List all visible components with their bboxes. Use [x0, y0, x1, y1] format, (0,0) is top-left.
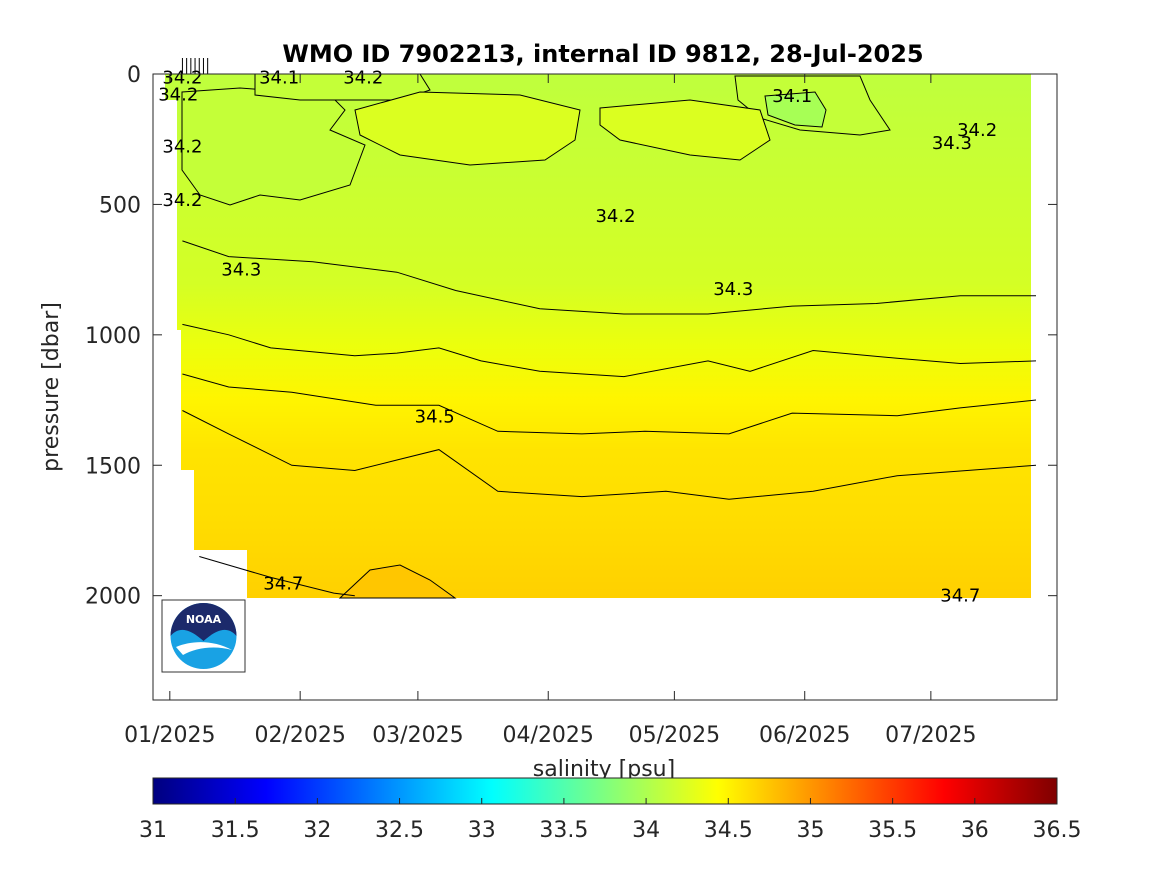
- colorbar-tick-label: 31: [139, 818, 167, 843]
- mid-salinity-patch-2: [599, 99, 771, 161]
- y-axis-ticks: 0 500 1000 1500 2000: [85, 63, 1057, 610]
- contour-labels: 34.234.234.1 34.234.134.234.334.234.234.2…: [158, 68, 997, 607]
- mid-salinity-patch: [354, 91, 581, 166]
- colorbar-tick-label: 32: [303, 818, 331, 843]
- contour-lines: [182, 240, 1037, 597]
- lowest-salinity-patch-right: [764, 91, 827, 128]
- y-tick-label: 0: [127, 63, 141, 88]
- contour-line-34-4: [182, 323, 1037, 378]
- x-tick-label: 06/2025: [759, 723, 850, 748]
- colorbar-tick-label: 33: [468, 818, 496, 843]
- contour-label: 34.2: [162, 137, 202, 158]
- colorbar-tick-label: 35.5: [868, 818, 917, 843]
- contour-label: 34.2: [343, 68, 383, 89]
- contour-label: 34.1: [772, 86, 812, 107]
- contour-label: 34.3: [932, 133, 972, 154]
- y-tick-label: 1500: [85, 454, 141, 479]
- x-tick-label: 02/2025: [254, 723, 345, 748]
- colorbar-tick-label: 32.5: [375, 818, 424, 843]
- colorbar: [152, 777, 1058, 805]
- y-tick-label: 500: [99, 193, 141, 218]
- contour-line-34-3: [182, 240, 1036, 315]
- y-tick-label: 2000: [85, 585, 141, 610]
- salinity-fill: [165, 74, 1031, 598]
- deep-salinity-bulge: [338, 564, 457, 599]
- x-tick-label: 07/2025: [885, 723, 976, 748]
- y-axis-label: pressure [dbar]: [39, 302, 64, 472]
- contour-label: 34.1: [259, 68, 299, 89]
- contour-line-34-6: [182, 410, 1037, 500]
- contour-label: 34.5: [415, 407, 455, 428]
- contour-label: 34.2: [162, 68, 202, 89]
- x-tick-label: 01/2025: [124, 723, 215, 748]
- contour-label: 34.7: [263, 574, 303, 595]
- colorbar-tick-label: 34: [632, 818, 660, 843]
- contour-label: 34.2: [158, 85, 198, 106]
- colorbar-tick-label: 36: [961, 818, 989, 843]
- colorbar-ticks: 31 31.5 32 32.5 33 33.5 34 34.5 35 35.5 36 36.5: [139, 798, 1081, 843]
- noaa-logo: NOAA: [161, 599, 246, 673]
- x-tick-label: 05/2025: [629, 723, 720, 748]
- profile-markers: [181, 58, 209, 74]
- colorbar-tick-label: 33.5: [539, 818, 588, 843]
- x-tick-label: 03/2025: [372, 723, 463, 748]
- contour-label: 34.2: [162, 190, 202, 211]
- contour-label: 34.3: [713, 279, 753, 300]
- x-axis-ticks: 01/2025 02/2025 03/2025 04/2025 05/2025 06/20…: [124, 74, 977, 748]
- salinity-field: [165, 74, 1031, 599]
- noaa-logo-text: NOAA: [186, 613, 222, 626]
- contour-label: 34.2: [595, 206, 635, 227]
- contour-line-34-5: [182, 373, 1037, 435]
- y-tick-label: 1000: [85, 324, 141, 349]
- colorbar-tick-label: 35: [796, 818, 824, 843]
- contour-line-34-7: [199, 556, 355, 597]
- colorbar-tick-label: 36.5: [1033, 818, 1082, 843]
- colorbar-tick-label: 34.5: [704, 818, 753, 843]
- contour-label: 34.2: [957, 120, 997, 141]
- contour-label: 34.7: [940, 585, 980, 606]
- axes-box: [152, 73, 1058, 701]
- colorbar-tick-label: 31.5: [211, 818, 260, 843]
- contour-label: 34.3: [221, 259, 261, 280]
- x-tick-label: 04/2025: [503, 723, 594, 748]
- low-salinity-patch-left: [181, 87, 366, 206]
- chart-title: WMO ID 7902213, internal ID 9812, 28-Jul…: [282, 40, 923, 68]
